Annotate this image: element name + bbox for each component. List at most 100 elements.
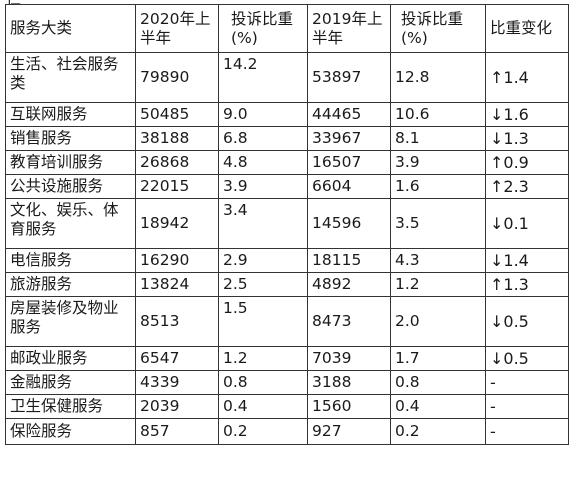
cell-change: - (485, 418, 569, 445)
header-category: 服务大类 (5, 4, 136, 53)
cell-2019-h1: 6604 (307, 174, 391, 199)
table-row: 旅游服务 13824 2.5 4892 1.2 ↑1.3 (5, 272, 569, 297)
cell-2020-h1: 22015 (135, 174, 219, 199)
header-share-2020: 投诉比重(%) (218, 4, 308, 53)
header-2020-h1: 2020年上半年 (135, 4, 219, 53)
cell-share-2020: 0.8 (218, 370, 308, 395)
header-change: 比重变化 (485, 4, 569, 53)
cell-2020-h1: 26868 (135, 150, 219, 175)
cell-share-2020: 4.8 (218, 150, 308, 175)
change-value: ↓1.3 (490, 128, 529, 148)
cell-category: 生活、社会服务类 (5, 52, 136, 103)
cell-2019-h1: 7039 (307, 346, 391, 371)
cell-2019-h1: 3188 (307, 370, 391, 395)
cell-change: ↑1.4 (485, 52, 569, 103)
cell-category: 公共设施服务 (5, 174, 136, 199)
table-row: 邮政业服务 6547 1.2 7039 1.7 ↓0.5 (5, 346, 569, 371)
cell-share-2019: 3.5 (390, 198, 486, 249)
cell-share-2019: 2.0 (390, 296, 486, 347)
cell-category: 文化、娱乐、体育服务 (5, 198, 136, 249)
cell-change: - (485, 394, 569, 419)
header-share-2019: 投诉比重(%) (390, 4, 486, 53)
change-value: ↓0.1 (490, 213, 529, 233)
cell-2020-h1: 16290 (135, 248, 219, 273)
cell-category: 邮政业服务 (5, 346, 136, 371)
cell-share-2020: 0.4 (218, 394, 308, 419)
cell-change: ↓1.6 (485, 102, 569, 127)
change-value: ↑2.3 (490, 176, 529, 196)
table-header-row: 服务大类 2020年上半年 投诉比重(%) 2019年上半年 投诉比重(%) 比… (5, 4, 569, 53)
change-value: ↑0.9 (490, 152, 529, 172)
cell-2019-h1: 8473 (307, 296, 391, 347)
cell-2020-h1: 6547 (135, 346, 219, 371)
cell-2019-h1: 33967 (307, 126, 391, 151)
cell-2019-h1: 53897 (307, 52, 391, 103)
cell-share-2019: 12.8 (390, 52, 486, 103)
cell-change: ↓0.5 (485, 346, 569, 371)
change-value: - (490, 421, 496, 441)
cell-category: 房屋装修及物业服务 (5, 296, 136, 347)
cell-2020-h1: 2039 (135, 394, 219, 419)
change-value: ↓0.5 (490, 311, 529, 331)
clipped-text-fragment: 仁 (6, 0, 46, 4)
table-row: 公共设施服务 22015 3.9 6604 1.6 ↑2.3 (5, 174, 569, 199)
change-value: ↓1.6 (490, 104, 529, 124)
cell-share-2019: 4.3 (390, 248, 486, 273)
change-value: ↓1.4 (490, 250, 529, 270)
cell-category: 卫生保健服务 (5, 394, 136, 419)
cell-change: ↑0.9 (485, 150, 569, 175)
cell-share-2019: 0.8 (390, 370, 486, 395)
cell-category: 旅游服务 (5, 272, 136, 297)
cell-change: - (485, 370, 569, 395)
cell-2020-h1: 13824 (135, 272, 219, 297)
cell-share-2020: 2.9 (218, 248, 308, 273)
cell-share-2019: 0.2 (390, 418, 486, 445)
cell-2020-h1: 50485 (135, 102, 219, 127)
table-row: 房屋装修及物业服务 8513 1.5 8473 2.0 ↓0.5 (5, 296, 569, 347)
cell-share-2020: 9.0 (218, 102, 308, 127)
cell-change: ↑1.3 (485, 272, 569, 297)
cell-share-2019: 0.4 (390, 394, 486, 419)
clipped-text: 仁 (6, 0, 21, 4)
cell-share-2019: 1.6 (390, 174, 486, 199)
complaints-table: 服务大类 2020年上半年 投诉比重(%) 2019年上半年 投诉比重(%) 比… (5, 4, 569, 445)
table-row: 电信服务 16290 2.9 18115 4.3 ↓1.4 (5, 248, 569, 273)
cell-share-2019: 10.6 (390, 102, 486, 127)
change-value: ↓0.5 (490, 348, 529, 368)
change-value: - (490, 396, 496, 416)
change-value: ↑1.3 (490, 274, 529, 294)
cell-2020-h1: 18942 (135, 198, 219, 249)
cell-share-2019: 1.7 (390, 346, 486, 371)
header-2019-h1: 2019年上半年 (307, 4, 391, 53)
cell-share-2019: 8.1 (390, 126, 486, 151)
cell-2020-h1: 4339 (135, 370, 219, 395)
cell-category: 销售服务 (5, 126, 136, 151)
table-row: 文化、娱乐、体育服务 18942 3.4 14596 3.5 ↓0.1 (5, 198, 569, 249)
cell-share-2019: 3.9 (390, 150, 486, 175)
cell-share-2020: 0.2 (218, 418, 308, 445)
cell-category: 保险服务 (5, 418, 136, 445)
cell-change: ↓1.4 (485, 248, 569, 273)
cell-category: 金融服务 (5, 370, 136, 395)
table-row: 保险服务 857 0.2 927 0.2 - (5, 418, 569, 445)
cell-2019-h1: 927 (307, 418, 391, 445)
cell-share-2020: 2.5 (218, 272, 308, 297)
cell-share-2020: 3.9 (218, 174, 308, 199)
cell-2019-h1: 18115 (307, 248, 391, 273)
cell-share-2020: 3.4 (218, 198, 308, 249)
cell-change: ↓0.1 (485, 198, 569, 249)
cell-share-2019: 1.2 (390, 272, 486, 297)
table-row: 金融服务 4339 0.8 3188 0.8 - (5, 370, 569, 395)
cell-2019-h1: 16507 (307, 150, 391, 175)
cell-2019-h1: 4892 (307, 272, 391, 297)
cell-change: ↑2.3 (485, 174, 569, 199)
table-row: 互联网服务 50485 9.0 44465 10.6 ↓1.6 (5, 102, 569, 127)
change-value: ↑1.4 (490, 67, 529, 87)
cell-2019-h1: 14596 (307, 198, 391, 249)
cell-change: ↓0.5 (485, 296, 569, 347)
cell-share-2020: 1.5 (218, 296, 308, 347)
cell-category: 电信服务 (5, 248, 136, 273)
cell-2020-h1: 79890 (135, 52, 219, 103)
cell-category: 互联网服务 (5, 102, 136, 127)
